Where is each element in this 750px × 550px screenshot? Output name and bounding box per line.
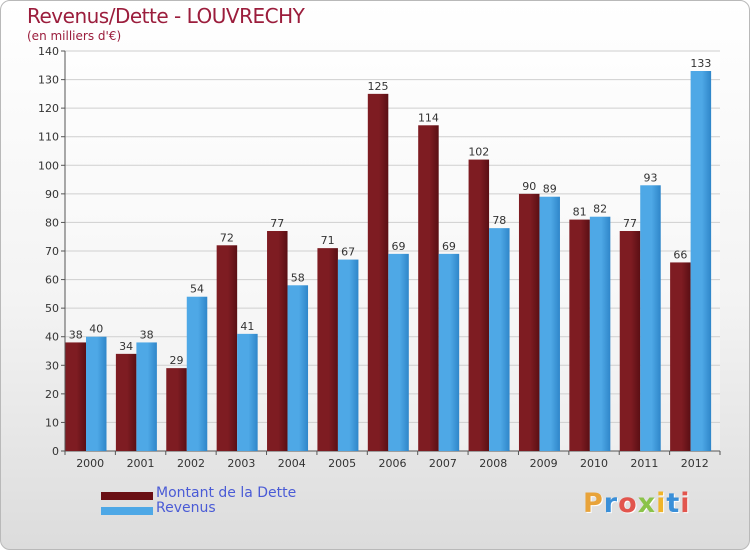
- y-tick-label: 40: [45, 331, 59, 344]
- data-label: 38: [69, 328, 83, 341]
- bar-revenue: [337, 259, 359, 451]
- x-tick-label: 2008: [479, 457, 507, 470]
- chart-subtitle: (en milliers d'€): [27, 29, 122, 43]
- x-tick-label: 2009: [530, 457, 558, 470]
- x-tick-label: 2011: [630, 457, 658, 470]
- bar-debt: [317, 248, 338, 451]
- y-tick-label: 110: [38, 131, 59, 144]
- bar-revenue: [539, 196, 560, 451]
- data-label: 34: [119, 340, 133, 353]
- bar-debt: [468, 159, 490, 452]
- bar-revenue: [237, 333, 258, 451]
- bar-revenue: [388, 253, 409, 451]
- y-tick-label: 20: [45, 388, 59, 401]
- data-label: 82: [593, 203, 607, 216]
- bar-debt: [367, 93, 389, 451]
- bar-debt: [166, 368, 187, 451]
- legend-swatch-debt: [101, 492, 153, 500]
- data-label: 41: [240, 320, 254, 333]
- y-tick-label: 60: [45, 274, 59, 287]
- bar-debt: [518, 193, 540, 451]
- y-tick-label: 50: [45, 302, 59, 315]
- legend-label-debt: Montant de la Dette: [156, 485, 297, 501]
- data-label: 69: [442, 240, 456, 253]
- y-tick-label: 90: [45, 188, 59, 201]
- logo-letter: P: [583, 488, 604, 519]
- bar-revenue: [489, 228, 510, 451]
- y-tick-label: 100: [38, 159, 59, 172]
- data-label: 67: [341, 246, 355, 259]
- bar-revenue: [589, 216, 611, 451]
- proxiti-logo: Proxiti: [583, 488, 691, 519]
- x-tick-label: 2004: [278, 457, 306, 470]
- y-tick-label: 120: [38, 102, 59, 115]
- data-label: 29: [170, 354, 184, 367]
- bar-debt: [115, 353, 137, 451]
- bar-revenue: [438, 253, 460, 451]
- y-tick-label: 70: [45, 245, 59, 258]
- bar-debt: [569, 219, 590, 451]
- bar-debt: [216, 245, 238, 451]
- legend-swatch-revenue: [101, 507, 153, 515]
- logo-letter: i: [656, 488, 667, 519]
- y-tick-label: 80: [45, 216, 59, 229]
- x-tick-label: 2007: [429, 457, 457, 470]
- data-label: 93: [643, 171, 657, 184]
- x-tick-label: 2003: [227, 457, 255, 470]
- data-label: 77: [270, 217, 284, 230]
- x-tick-label: 2005: [328, 457, 356, 470]
- data-label: 102: [468, 146, 489, 159]
- x-tick-label: 2012: [681, 457, 709, 470]
- data-label: 89: [543, 183, 557, 196]
- x-tick-label: 2002: [177, 457, 205, 470]
- logo-letter: r: [603, 488, 619, 519]
- data-label: 90: [522, 180, 536, 193]
- data-label: 38: [140, 328, 154, 341]
- bar-debt: [670, 262, 691, 451]
- data-label: 69: [392, 240, 406, 253]
- data-label: 133: [690, 57, 711, 70]
- bar-debt: [65, 342, 86, 451]
- logo-letter: t: [666, 488, 681, 519]
- bar-revenue: [186, 296, 208, 451]
- bar-revenue: [136, 342, 157, 451]
- data-label: 77: [623, 217, 637, 230]
- y-tick-label: 10: [45, 416, 59, 429]
- data-label: 40: [89, 323, 103, 336]
- logo-letter: i: [680, 488, 691, 519]
- logo-letter: o: [618, 488, 638, 519]
- bar-debt: [619, 231, 641, 451]
- y-tick-label: 130: [38, 74, 59, 87]
- x-tick-label: 2001: [127, 457, 155, 470]
- bar-revenue: [287, 285, 309, 451]
- y-tick-label: 0: [52, 445, 59, 458]
- x-tick-label: 2010: [580, 457, 608, 470]
- data-label: 66: [673, 248, 687, 261]
- y-tick-label: 140: [38, 45, 59, 58]
- chart-title: Revenus/Dette - LOUVRECHY: [27, 4, 305, 28]
- bar-revenue: [86, 336, 107, 451]
- logo-letter: x: [637, 488, 657, 519]
- bar-revenue: [690, 71, 712, 451]
- legend-label-revenue: Revenus: [156, 500, 216, 516]
- data-label: 81: [573, 206, 587, 219]
- data-label: 71: [321, 234, 335, 247]
- data-label: 58: [291, 271, 305, 284]
- x-tick-label: 2000: [76, 457, 104, 470]
- bar-debt: [418, 125, 439, 452]
- data-label: 114: [418, 111, 439, 124]
- y-tick-label: 30: [45, 359, 59, 372]
- data-label: 54: [190, 283, 204, 296]
- data-label: 78: [492, 214, 506, 227]
- data-label: 72: [220, 231, 234, 244]
- bar-revenue: [640, 185, 661, 452]
- bar-debt: [267, 231, 288, 451]
- x-tick-label: 2006: [379, 457, 407, 470]
- data-label: 125: [368, 80, 389, 93]
